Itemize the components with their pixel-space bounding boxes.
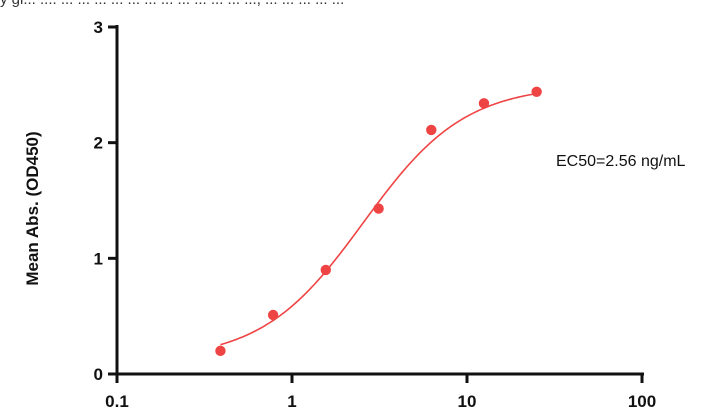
y-tick-label: 1 — [94, 249, 103, 268]
x-tick-label: 1 — [287, 392, 296, 411]
y-tick-label: 3 — [94, 18, 103, 37]
y-tick-label: 0 — [94, 365, 103, 384]
axis-tick-labels: 0 1 2 3 0.1 1 10 100 — [94, 18, 657, 411]
data-point — [426, 124, 437, 136]
data-point — [320, 264, 331, 276]
x-tick-label: 100 — [628, 392, 656, 411]
data-point — [531, 86, 542, 97]
data-point — [373, 203, 384, 214]
y-tick-label: 2 — [94, 134, 103, 153]
header-text-fragment: y gl... .... ... ... ... ... ... ... ...… — [0, 0, 723, 8]
chart-axes — [115, 25, 644, 376]
data-point — [267, 309, 279, 321]
x-tick-label: 0.1 — [105, 392, 129, 411]
data-point — [215, 345, 226, 357]
axis-ticks — [108, 25, 644, 383]
data-points — [215, 86, 542, 357]
ec50-annotation: EC50=2.56 ng/mL — [556, 153, 686, 170]
data-point — [478, 98, 490, 109]
x-tick-label: 10 — [458, 392, 477, 411]
fit-curve — [220, 92, 537, 346]
y-axis-title: Mean Abs. (OD450) — [23, 131, 42, 285]
